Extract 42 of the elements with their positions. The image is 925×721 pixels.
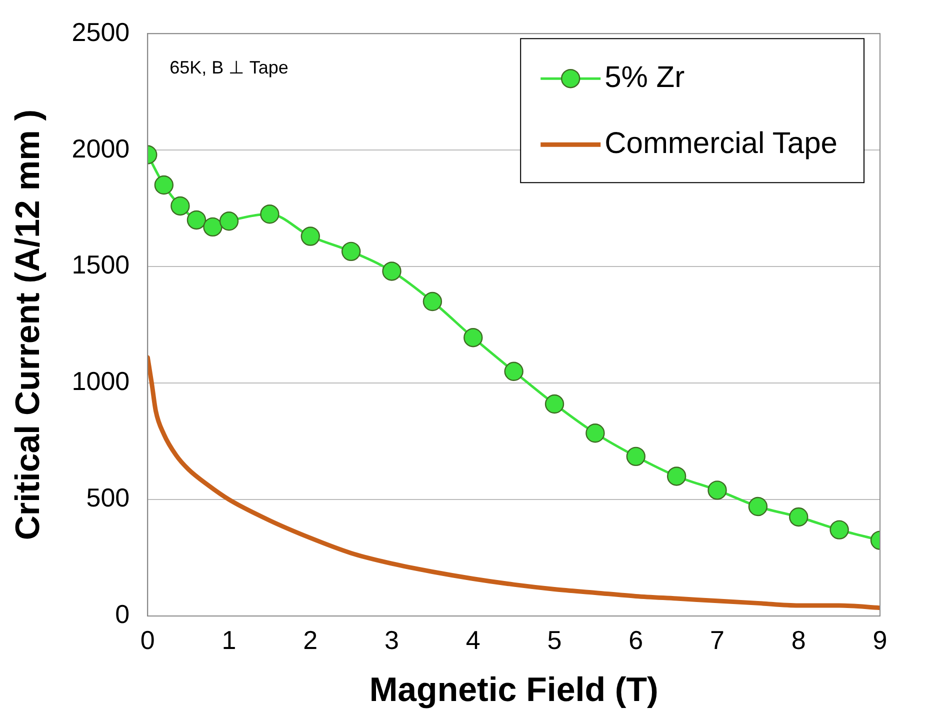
x-tick-label: 5 xyxy=(547,624,562,655)
line-series xyxy=(148,355,880,610)
point xyxy=(748,496,768,516)
point xyxy=(830,520,849,540)
x-tick-label: 2 xyxy=(303,624,318,655)
point xyxy=(626,446,646,466)
x-tick-label: 4 xyxy=(466,624,480,655)
point xyxy=(544,394,564,414)
y-axis-title: Critical Current (A/12 mm ) xyxy=(8,109,47,540)
x-tick-label: 8 xyxy=(791,624,806,655)
point xyxy=(464,328,483,348)
legend-label: 5% Zr xyxy=(604,60,685,94)
y-tick-label: 2000 xyxy=(72,133,130,164)
x-tick-label: 0 xyxy=(140,624,155,655)
point xyxy=(422,292,442,312)
point xyxy=(789,507,808,527)
x-tick-label: 6 xyxy=(628,624,644,655)
point xyxy=(341,242,361,262)
y-tick-label: 0 xyxy=(115,599,130,630)
legend-label: Commercial Tape xyxy=(604,126,838,160)
y-tick-label: 500 xyxy=(86,482,130,513)
x-tick-label: 7 xyxy=(710,624,724,655)
point xyxy=(154,175,174,195)
x-tick-label: 9 xyxy=(872,624,888,655)
point xyxy=(203,217,222,237)
point xyxy=(586,424,605,443)
x-tick-label: 1 xyxy=(222,624,236,655)
point xyxy=(666,466,686,486)
y-tick-label: 1500 xyxy=(72,250,130,280)
y-tick-label: 2500 xyxy=(72,16,130,47)
point xyxy=(186,210,206,230)
x-axis-title: Magnetic Field (T) xyxy=(369,670,658,709)
x-tick-label: 3 xyxy=(384,624,399,655)
y-tick-label: 1000 xyxy=(72,366,130,396)
point xyxy=(382,262,402,281)
point xyxy=(504,362,524,381)
point xyxy=(219,212,239,231)
point xyxy=(300,226,320,246)
point xyxy=(170,196,190,216)
point xyxy=(260,204,280,224)
point xyxy=(708,480,727,500)
annotation: 65K, B ⊥ Tape xyxy=(170,58,288,78)
